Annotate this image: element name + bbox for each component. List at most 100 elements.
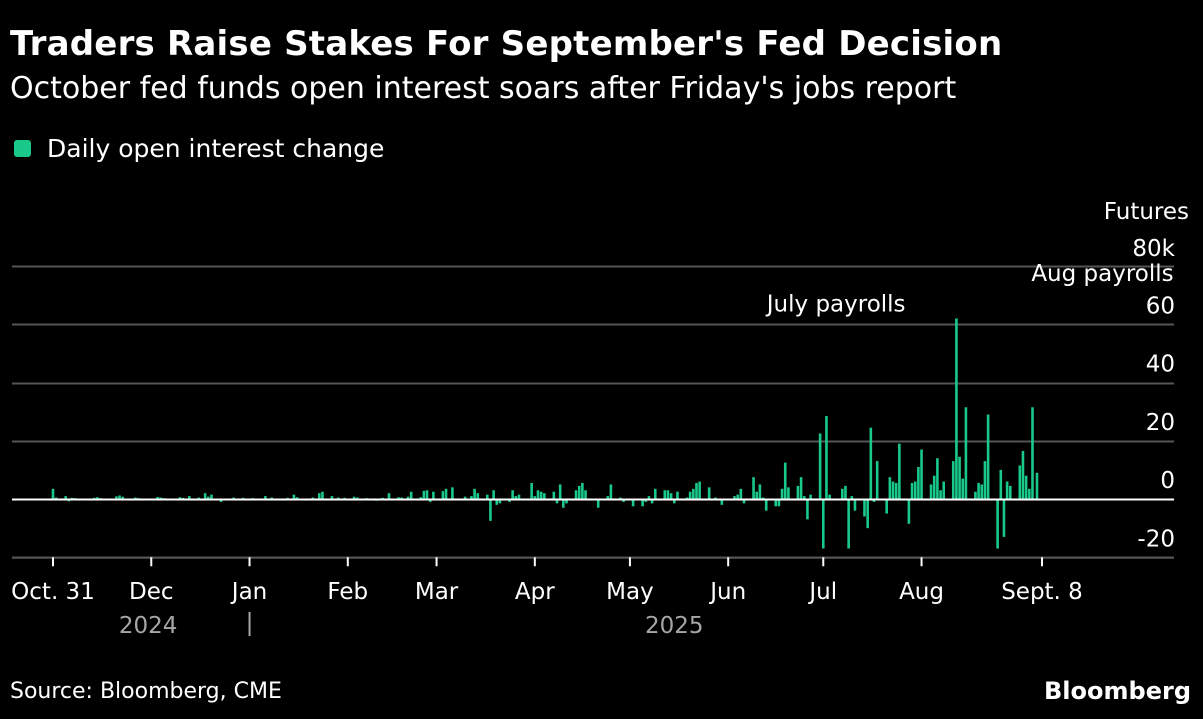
- bar: [650, 499, 654, 504]
- bar: [866, 499, 869, 529]
- bar: [869, 427, 873, 499]
- bar: [825, 415, 828, 499]
- bar: [336, 497, 340, 499]
- bar: [70, 497, 74, 499]
- bar: [939, 490, 942, 499]
- y-tick-label: 40: [1146, 352, 1175, 378]
- bar: [565, 499, 568, 504]
- bar: [511, 490, 514, 499]
- bar: [156, 496, 159, 499]
- bar: [695, 482, 698, 499]
- legend: Daily open interest change: [14, 134, 384, 163]
- bar: [596, 499, 600, 508]
- bar: [181, 497, 185, 499]
- bar: [539, 491, 543, 499]
- y-tick-label: 80k: [1132, 236, 1175, 262]
- bar: [799, 477, 803, 499]
- bar: [581, 482, 584, 499]
- bar: [676, 491, 679, 499]
- y-tick-label: -20: [1137, 526, 1175, 552]
- bloomberg-logo: Bloomberg: [1044, 677, 1191, 705]
- bar: [619, 497, 622, 499]
- bar: [1018, 465, 1022, 499]
- bar: [685, 497, 689, 499]
- bar: [555, 499, 559, 504]
- bar: [806, 499, 809, 520]
- bar: [118, 495, 121, 499]
- bar: [936, 458, 939, 500]
- bar: [543, 493, 546, 500]
- bar: [999, 469, 1003, 500]
- bar: [203, 493, 207, 500]
- bar: [409, 491, 413, 499]
- x-tick-label: Oct. 31: [11, 579, 95, 605]
- year-label: 2024: [119, 613, 178, 639]
- bar: [270, 497, 274, 499]
- bar: [974, 491, 977, 499]
- bar: [121, 496, 125, 499]
- bar: [672, 499, 676, 504]
- bar: [917, 466, 920, 499]
- bar: [330, 496, 334, 499]
- bar: [64, 496, 67, 499]
- bar: [850, 496, 854, 499]
- bar: [492, 490, 495, 499]
- bar: [241, 497, 245, 499]
- bar: [844, 485, 847, 499]
- bar: [891, 481, 895, 499]
- bar: [783, 462, 787, 499]
- annotation-label: July payrolls: [765, 291, 906, 317]
- bar: [761, 497, 765, 499]
- bar: [951, 461, 955, 499]
- bar: [381, 497, 384, 499]
- bar: [1024, 475, 1028, 499]
- bar: [1009, 485, 1012, 499]
- bar: [311, 497, 315, 499]
- bar: [752, 477, 755, 499]
- bar: [517, 494, 521, 499]
- bar: [489, 499, 492, 521]
- bar: [898, 443, 901, 499]
- bar: [980, 484, 984, 499]
- bar: [422, 490, 426, 500]
- bar: [584, 490, 587, 499]
- bar: [841, 488, 844, 499]
- y-tick-label: 0: [1160, 468, 1175, 494]
- bar: [1028, 488, 1031, 499]
- bar: [809, 494, 812, 499]
- bar: [530, 482, 533, 499]
- bar: [321, 491, 324, 499]
- x-tick-label: Jun: [708, 579, 746, 605]
- bar: [958, 456, 961, 499]
- bar: [669, 493, 673, 500]
- bar: [780, 488, 784, 499]
- x-tick-label: Jul: [807, 579, 837, 605]
- bar: [907, 499, 911, 524]
- bar: [647, 496, 651, 499]
- bar: [698, 481, 701, 499]
- bar: [188, 496, 191, 499]
- bar: [720, 499, 724, 505]
- bar: [828, 494, 831, 499]
- bar: [536, 490, 540, 499]
- bar: [444, 488, 448, 499]
- bar: [641, 499, 644, 507]
- bar: [913, 481, 917, 499]
- bar: [742, 499, 746, 504]
- bar: [863, 499, 866, 517]
- bar: [606, 496, 610, 499]
- bar: [552, 491, 556, 499]
- bar: [1021, 450, 1025, 499]
- bar: [387, 493, 391, 500]
- bar: [739, 488, 743, 499]
- bar: [115, 496, 118, 499]
- bar: [292, 494, 296, 499]
- bar: [514, 496, 518, 499]
- bar: [400, 497, 403, 499]
- bar: [818, 433, 822, 499]
- bar: [1035, 472, 1039, 499]
- bar: [774, 499, 778, 507]
- bar: [885, 499, 888, 514]
- annotation-label: Aug payrolls: [1031, 261, 1173, 287]
- bar: [758, 484, 762, 499]
